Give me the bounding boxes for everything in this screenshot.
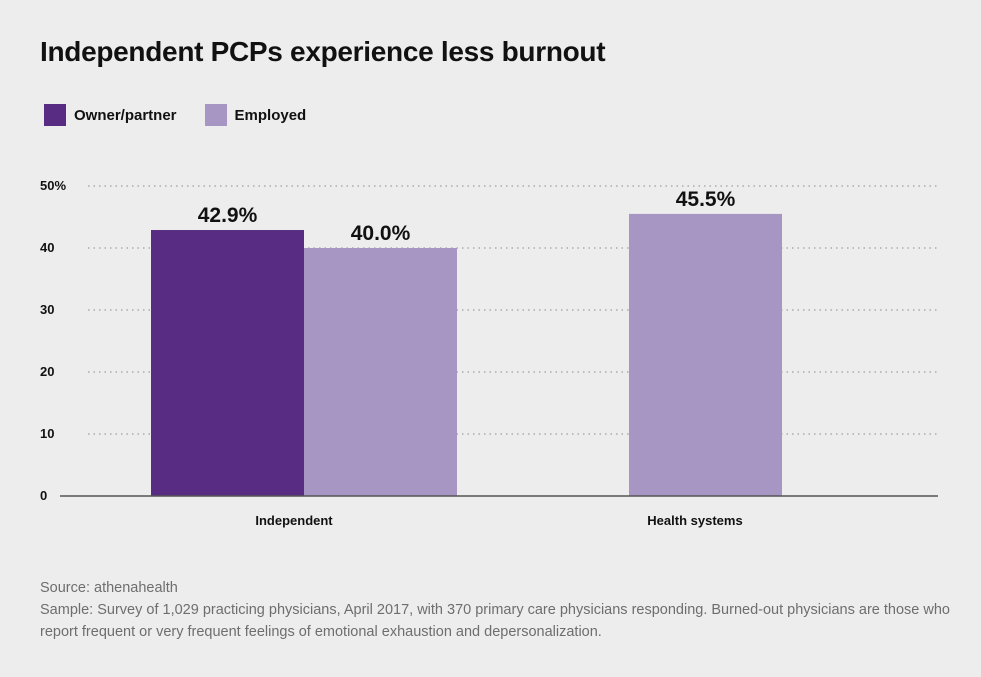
legend-swatch-owner bbox=[44, 104, 66, 126]
y-tick-label: 30 bbox=[40, 302, 54, 317]
legend-label-owner: Owner/partner bbox=[74, 106, 177, 124]
y-tick-label: 40 bbox=[40, 240, 54, 255]
y-tick-label: 0 bbox=[40, 488, 47, 503]
data-label: 42.9% bbox=[198, 204, 258, 227]
legend-item-employed: Employed bbox=[204, 104, 307, 126]
sample-note: Sample: Survey of 1,029 practicing physi… bbox=[40, 602, 950, 640]
bar bbox=[304, 248, 457, 496]
y-tick-label: 20 bbox=[40, 364, 54, 379]
bar bbox=[629, 213, 782, 496]
x-tick-label: Health systems bbox=[647, 513, 742, 528]
chart-legend: Owner/partner Employed bbox=[44, 104, 334, 126]
bar-chart: 50% 40 30 20 10 0 42.9% 40.0% Independent 45.5% He… bbox=[40, 178, 938, 528]
y-tick-label: 10 bbox=[40, 426, 54, 441]
data-label: 40.0% bbox=[351, 222, 411, 245]
bar bbox=[151, 230, 304, 496]
legend-swatch-employed bbox=[204, 104, 227, 126]
source-note: Source: athenahealth bbox=[40, 580, 178, 596]
legend-item-owner: Owner/partner bbox=[44, 104, 177, 126]
chart-title: Independent PCPs experience less burnout bbox=[40, 36, 606, 67]
y-tick-label: 50% bbox=[40, 178, 66, 193]
legend-label-employed: Employed bbox=[234, 106, 307, 124]
data-label: 45.5% bbox=[676, 188, 736, 211]
x-tick-label: Independent bbox=[255, 513, 333, 528]
chart-footer: Source: athenahealth Sample: Survey of 1… bbox=[40, 577, 950, 643]
